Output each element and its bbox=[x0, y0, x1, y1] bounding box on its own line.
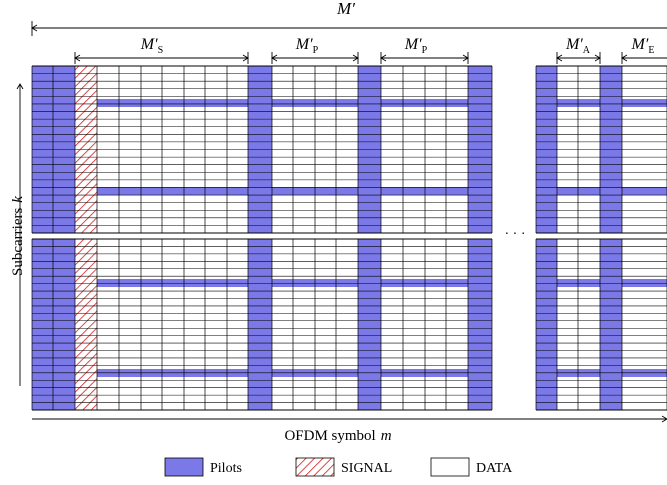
x-axis-label: OFDM symbol m bbox=[284, 428, 391, 444]
legend: Pilots SIGNAL DATA bbox=[164, 457, 513, 477]
legend-label-signal: SIGNAL bbox=[341, 461, 392, 476]
label-pilot-span-1: M′P bbox=[295, 36, 319, 56]
column-span-annotations bbox=[31, 21, 667, 64]
label-total: M′ bbox=[336, 0, 355, 18]
legend-swatch-signal bbox=[295, 457, 335, 477]
label-a-span: M′A bbox=[565, 36, 591, 56]
pilot-column bbox=[468, 239, 492, 410]
ellipsis: · · · bbox=[505, 227, 526, 242]
x-axis-arrow bbox=[32, 415, 667, 423]
pilot-column bbox=[600, 239, 622, 410]
legend-swatch-pilots bbox=[164, 457, 204, 477]
y-axis-arrow bbox=[16, 83, 24, 386]
legend-label-pilots: Pilots bbox=[210, 461, 242, 476]
label-pilot-span-2: M′P bbox=[404, 36, 428, 56]
label-e-span: M′E bbox=[631, 36, 655, 56]
y-axis-label: Subcarriersk bbox=[10, 196, 26, 276]
pilot-column bbox=[53, 239, 75, 410]
resource-grid bbox=[31, 65, 667, 411]
label-signal-span: M′S bbox=[140, 36, 163, 56]
pilot-column bbox=[32, 239, 53, 410]
pilot-column bbox=[358, 239, 381, 410]
pilot-column bbox=[248, 239, 272, 410]
signal-column bbox=[75, 239, 97, 410]
pilot-column bbox=[536, 239, 557, 410]
legend-swatch-data bbox=[430, 457, 470, 477]
legend-label-data: DATA bbox=[476, 461, 513, 476]
